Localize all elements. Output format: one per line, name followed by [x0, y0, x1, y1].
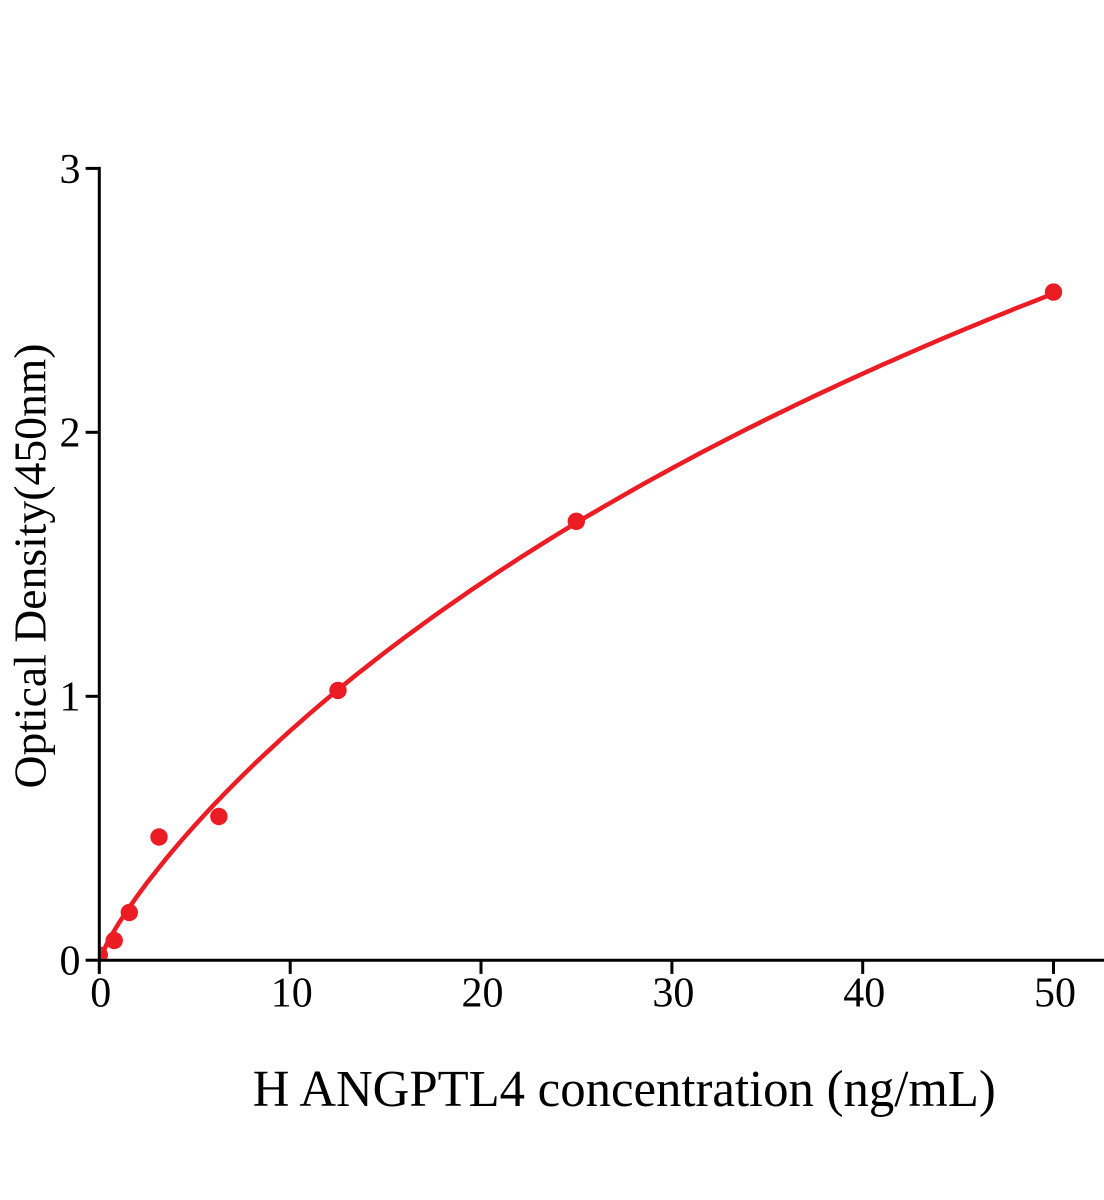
svg-text:10: 10	[271, 971, 313, 1017]
svg-text:2: 2	[60, 411, 81, 457]
svg-text:3: 3	[60, 147, 81, 193]
svg-text:30: 30	[652, 971, 694, 1017]
svg-text:Optical Density(450nm): Optical Density(450nm)	[4, 344, 55, 789]
svg-text:40: 40	[843, 971, 885, 1017]
svg-text:0: 0	[90, 971, 111, 1017]
svg-text:H ANGPTL4 concentration (ng/mL: H ANGPTL4 concentration (ng/mL)	[253, 1061, 996, 1118]
svg-text:20: 20	[462, 971, 504, 1017]
svg-text:0: 0	[60, 939, 81, 985]
svg-text:50: 50	[1034, 971, 1076, 1017]
svg-text:1: 1	[60, 675, 81, 721]
